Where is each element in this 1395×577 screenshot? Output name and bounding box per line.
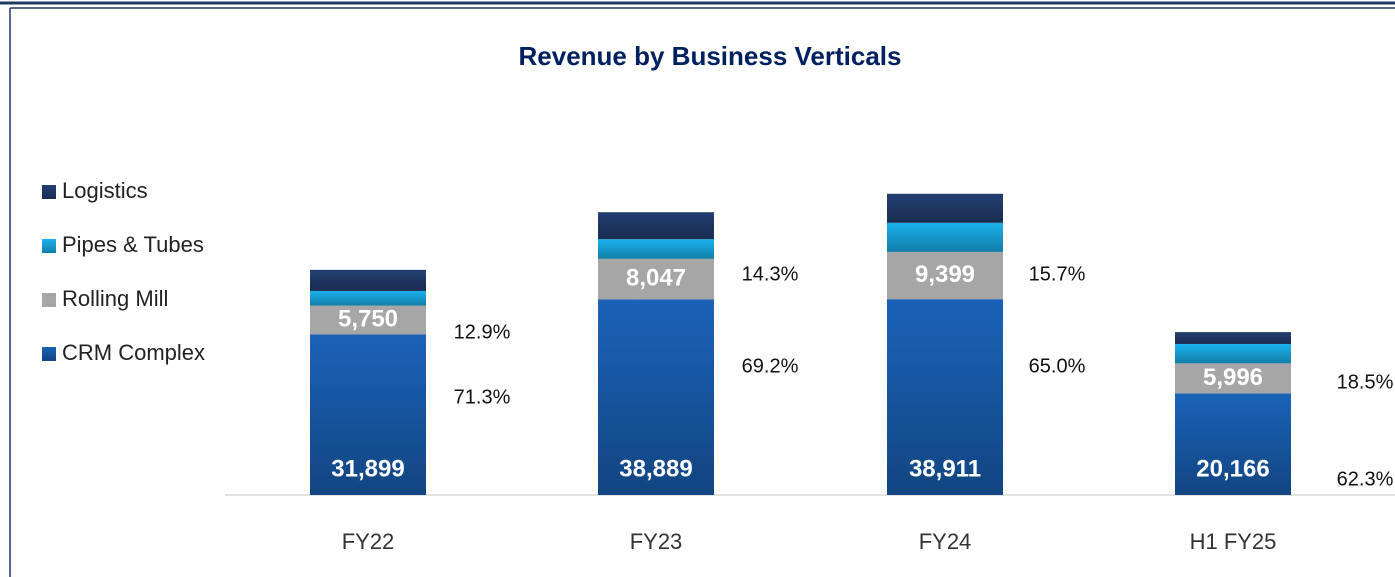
bar-segment (310, 305, 426, 335)
value-label: 31,899 (331, 455, 404, 482)
bar-segment (1175, 332, 1291, 344)
bar-segment (598, 239, 714, 259)
value-label: 38,911 (909, 455, 981, 482)
legend-swatch (42, 239, 56, 253)
bar-segment (598, 299, 714, 495)
value-label: 38,889 (619, 455, 692, 482)
x-tick-label: FY23 (630, 529, 683, 554)
bar-segment (310, 290, 426, 306)
bar-segment (598, 212, 714, 240)
percent-label: 15.7% (1029, 263, 1086, 285)
legend-swatch (42, 293, 56, 307)
legend-label: Logistics (62, 178, 148, 203)
bar-segment (1175, 363, 1291, 394)
legend-label: Rolling Mill (62, 286, 168, 311)
bar-segment (1175, 343, 1291, 364)
bar-segment (1175, 393, 1291, 495)
legend-label: CRM Complex (62, 340, 205, 365)
bar-segment (887, 193, 1003, 223)
percent-label: 62.3% (1337, 468, 1394, 490)
percent-label: 69.2% (742, 355, 799, 377)
legend-label: Pipes & Tubes (62, 232, 204, 257)
percent-label: 18.5% (1337, 371, 1394, 393)
value-label: 20,166 (1196, 455, 1269, 482)
value-label: 5,996 (1203, 364, 1263, 391)
value-label: 5,750 (338, 305, 398, 332)
x-tick-label: FY24 (919, 529, 972, 554)
bar-segment (887, 222, 1003, 252)
legend-swatch (42, 185, 56, 199)
x-tick-label: H1 FY25 (1190, 529, 1277, 554)
percent-label: 65.0% (1029, 355, 1086, 377)
bar-segment (598, 258, 714, 300)
bar-segment (887, 299, 1003, 495)
chart-title: Revenue by Business Verticals (519, 41, 902, 71)
legend-swatch (42, 347, 56, 361)
percent-label: 71.3% (454, 386, 511, 408)
percent-label: 14.3% (742, 263, 799, 285)
value-label: 9,399 (915, 261, 975, 288)
bar-segment (887, 251, 1003, 300)
bar-segment (310, 334, 426, 495)
percent-label: 12.9% (454, 321, 511, 343)
x-tick-label: FY22 (342, 529, 395, 554)
bar-segment (310, 269, 426, 291)
value-label: 8,047 (626, 264, 686, 291)
